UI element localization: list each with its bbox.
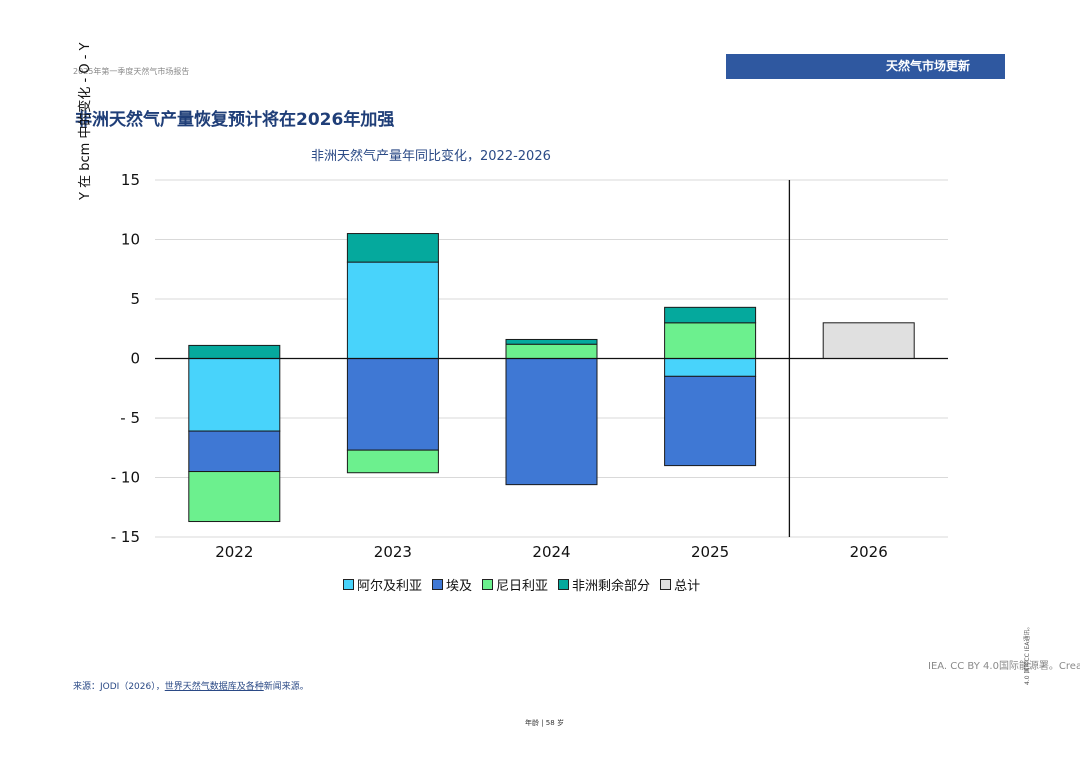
bar-2023-rest xyxy=(346,233,439,263)
axes xyxy=(155,180,948,537)
legend-swatch-rest xyxy=(558,579,570,590)
page-number: 年龄 | 58 岁 xyxy=(525,719,564,727)
running-header: 2025年第一季度天然气市场报告 xyxy=(73,67,190,76)
y-tick-label-2: 5 xyxy=(130,290,140,308)
legend-label-algeria: 阿尔及利亚 xyxy=(357,579,423,594)
legend-item-nigeria: 尼日利亚 xyxy=(482,575,548,594)
source-suffix: 新闻来源。 xyxy=(263,682,309,692)
x-tick-label-2025: 2025 xyxy=(691,543,729,561)
bar-2024-egypt xyxy=(505,358,598,486)
y-tick-label-1: 10 xyxy=(121,231,140,249)
bar-2023-egypt xyxy=(346,358,439,451)
x-tick-label-2024: 2024 xyxy=(532,543,570,561)
y-tick-label-3: 0 xyxy=(130,350,140,368)
legend-swatch-total xyxy=(660,579,672,590)
bar-2023-algeria xyxy=(346,261,439,359)
legend-label-egypt: 埃及 xyxy=(446,579,473,594)
legend-swatch-nigeria xyxy=(482,579,494,590)
legend: 阿尔及利亚 埃及 尼日利亚 非洲剩余部分 总计 xyxy=(343,575,710,594)
legend-label-nigeria: 尼日利亚 xyxy=(496,579,549,594)
bar-2022-egypt xyxy=(188,430,281,473)
bar-2025-rest xyxy=(664,306,757,324)
bar-2025-egypt xyxy=(664,375,757,467)
y-tick-label-0: 15 xyxy=(121,171,140,189)
bar-2024-nigeria xyxy=(505,343,598,360)
y-tick-label-4: - 5 xyxy=(120,409,140,427)
page-title: 非洲天然气产量恢复预计将在2026年加强 xyxy=(75,110,395,130)
credit-line: IEA. CC BY 4.0国际能源署。Crea xyxy=(928,661,1080,672)
bar-2025-algeria xyxy=(664,358,757,377)
bar-2025-nigeria xyxy=(664,322,757,359)
x-tick-label-2023: 2023 xyxy=(374,543,412,561)
bars xyxy=(188,233,915,523)
legend-label-rest: 非洲剩余部分 xyxy=(572,579,651,594)
bar-2024-rest xyxy=(505,338,598,345)
legend-swatch-algeria xyxy=(343,579,354,590)
legend-label-total: 总计 xyxy=(674,579,701,594)
legend-item-rest: 非洲剩余部分 xyxy=(558,575,650,594)
y-tick-label-5: - 10 xyxy=(111,469,140,487)
bar-2022-rest xyxy=(188,344,281,360)
bar-2023-nigeria xyxy=(346,449,439,474)
bar-2026-total xyxy=(822,322,915,359)
bar-2022-nigeria xyxy=(188,471,281,523)
source-note: 来源：JODI（2026），世界天然气数据库及各种新闻来源。 xyxy=(73,679,309,692)
tick-labels: 15 10 5 0 - 5 - 10 - 15 2022 2023 2024 2025 2026 xyxy=(111,171,888,561)
vertical-license-note: 4.0 国际CC IEA通讯。 xyxy=(1024,623,1031,685)
y-tick-label-6: - 15 xyxy=(111,528,140,546)
source-prefix: 来源：JODI（2026）， xyxy=(73,682,165,692)
legend-swatch-egypt xyxy=(432,579,444,590)
bar-2022-algeria xyxy=(188,358,281,432)
x-tick-label-2022: 2022 xyxy=(215,543,253,561)
legend-item-algeria: 阿尔及利亚 xyxy=(343,575,422,594)
legend-item-total: 总计 xyxy=(660,575,700,594)
source-link[interactable]: 世界天然气数据库及各种 xyxy=(164,682,264,692)
legend-item-egypt: 埃及 xyxy=(432,575,472,594)
chart-title: 非洲天然气产量年同比变化，2022-2026 xyxy=(311,149,551,164)
x-tick-label-2026: 2026 xyxy=(850,543,888,561)
section-tag: 天然气市场更新 xyxy=(726,54,1005,79)
